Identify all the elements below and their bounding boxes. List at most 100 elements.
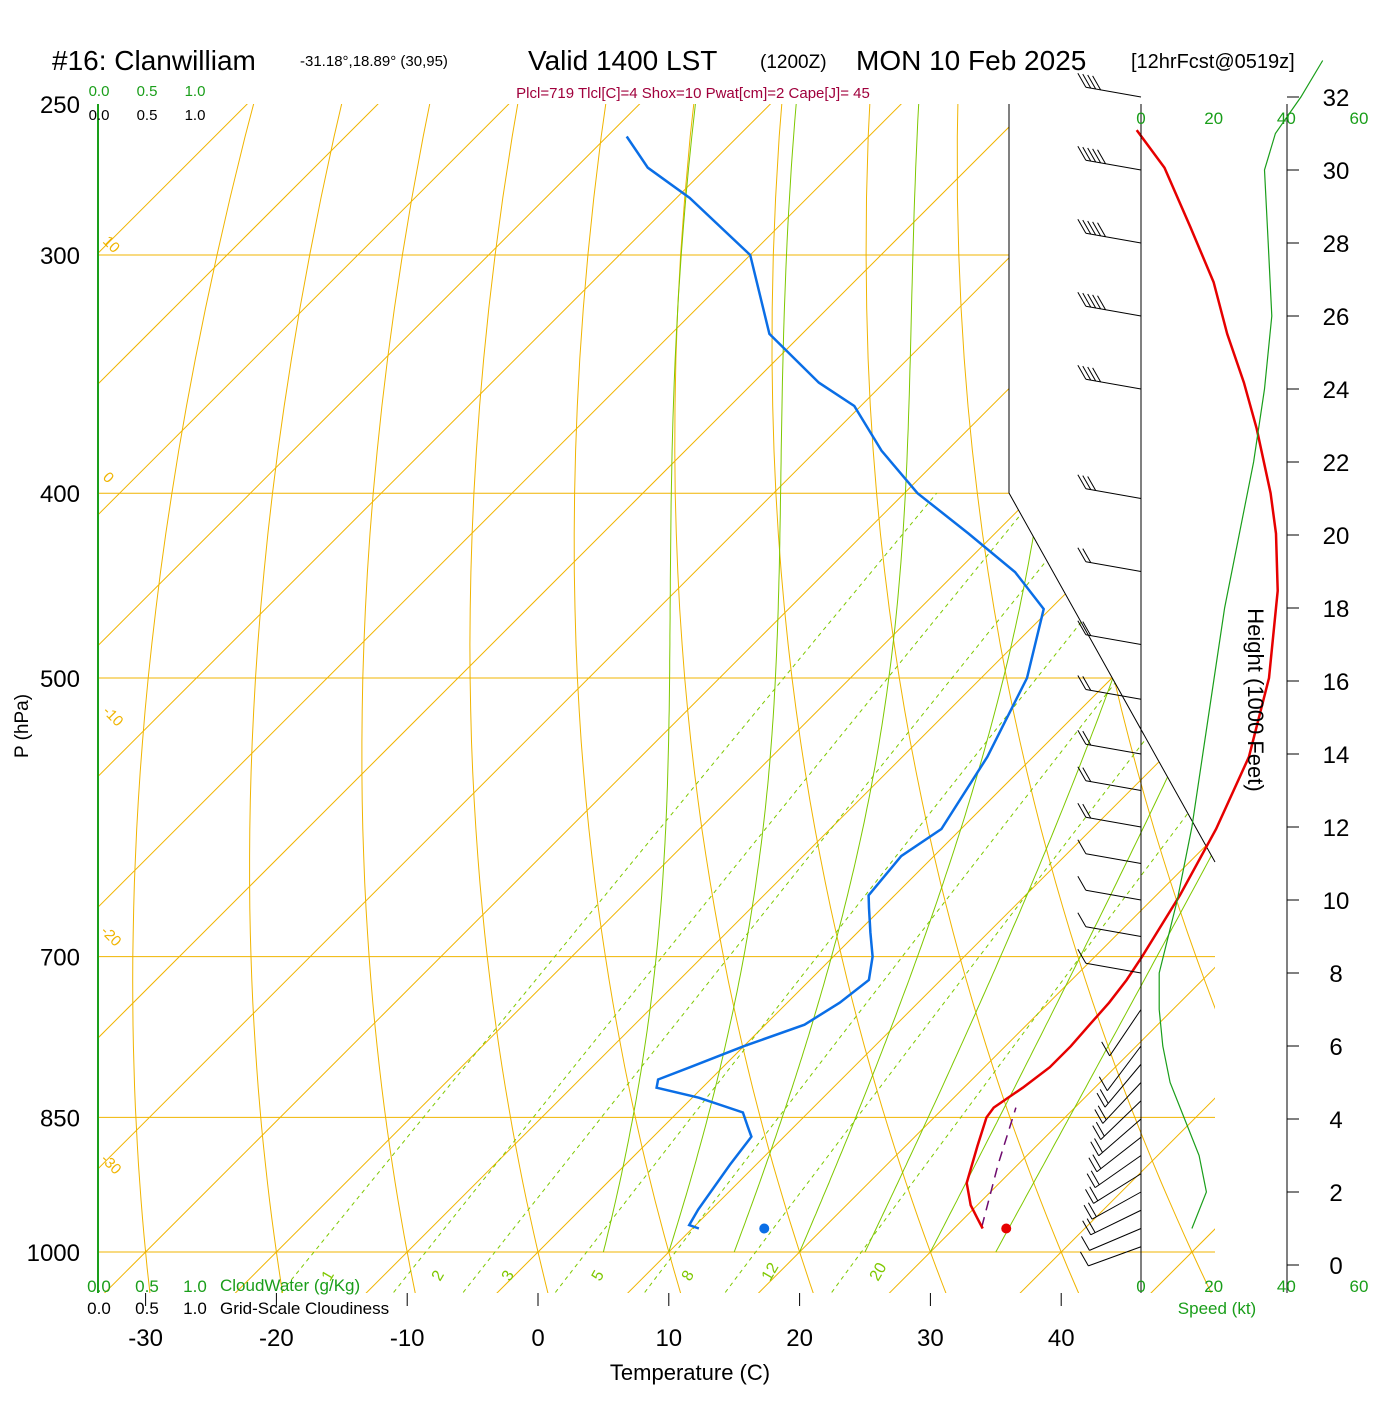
wind-barb — [1099, 1046, 1141, 1091]
wind-barb-staff — [1095, 1156, 1141, 1188]
wind-barb-flag — [1078, 803, 1086, 817]
dry-adiabat-line — [1307, 70, 1400, 1331]
wind-barb-staff — [1097, 1137, 1141, 1171]
mixing-ratio-label: 8 — [679, 1268, 698, 1284]
wind-barb — [1081, 1229, 1141, 1251]
wind-barb-staff — [1088, 1247, 1141, 1266]
pressure-tick-label: 250 — [40, 92, 80, 119]
wind-barb-staff — [1086, 927, 1141, 937]
wind-barb-staff — [1086, 489, 1141, 499]
dry-adiabat-label: 30 — [1170, 764, 1205, 799]
pressure-tick-label: 1000 — [27, 1240, 80, 1267]
cloudiness-axis-title: Grid-Scale Cloudiness — [220, 1299, 389, 1318]
wind-barb-flag — [1088, 75, 1096, 89]
wind-barb-flag — [1098, 150, 1106, 164]
speed-tick-label-bottom: 60 — [1350, 1277, 1369, 1296]
speed-tick-label-bottom: 40 — [1277, 1277, 1296, 1296]
temperature-tick-label: 0 — [531, 1325, 544, 1352]
dry-adiabat-line — [250, 70, 350, 1331]
wind-barb — [1078, 949, 1141, 973]
isotherm-line — [0, 70, 543, 1331]
height-tick-label: 2 — [1329, 1180, 1342, 1207]
cloud-axis-tick-label: 0.5 — [137, 107, 158, 124]
pressure-tick-label: 850 — [40, 1105, 80, 1132]
wind-barb-flag — [1093, 222, 1101, 236]
wind-barb — [1083, 1210, 1141, 1235]
dry-adiabat-label: -20 — [97, 923, 124, 950]
height-tick-label: 24 — [1323, 377, 1350, 404]
height-tick-label: 18 — [1323, 596, 1350, 623]
wind-barb-flag — [1093, 295, 1101, 309]
cloud-axis-tick-label: 0.0 — [87, 1277, 111, 1296]
mixing-ratio-line — [463, 493, 1101, 1292]
isotherm-line — [328, 70, 1400, 1331]
wind-barb-flag — [1078, 219, 1086, 233]
mixing-ratio-label: 12 — [759, 1260, 783, 1284]
wind-barb-staff — [1091, 1210, 1141, 1235]
dry-adiabat-line — [362, 70, 437, 1331]
wind-barb-flag — [1088, 477, 1096, 491]
mixing-ratio-label: 5 — [589, 1268, 608, 1284]
speed-tick-label-top: 0 — [1136, 109, 1145, 128]
wind-barb-flag — [1078, 548, 1086, 562]
isotherm-line — [851, 70, 1400, 1331]
wind-barb-staff — [1086, 562, 1141, 572]
isotherm-line — [982, 70, 1400, 1331]
wind-barb-staff — [1094, 1174, 1141, 1204]
temperature-tick-label: -30 — [128, 1325, 163, 1352]
pressure-tick-label: 500 — [40, 666, 80, 693]
wind-barb-staff — [1101, 1101, 1141, 1140]
wind-barb-staff — [1086, 744, 1141, 754]
wind-barb-flag — [1083, 549, 1091, 563]
wind-barb-flag — [1078, 913, 1086, 927]
dry-adiabat-line — [1394, 70, 1400, 1331]
zulu-time: (1200Z) — [760, 52, 827, 73]
wind-barb-flag — [1083, 476, 1091, 490]
wind-barb-flag — [1078, 876, 1086, 890]
moist-adiabat-line — [669, 70, 799, 1252]
height-tick-label: 28 — [1323, 231, 1350, 258]
parcel-path-line — [982, 1108, 1016, 1227]
wind-barb — [1078, 146, 1141, 170]
height-tick-label: 10 — [1323, 888, 1350, 915]
height-tick-label: 20 — [1323, 523, 1350, 550]
wind-barb-staff — [1086, 635, 1141, 645]
isotherm-line — [67, 70, 1328, 1331]
temperature-tick-label: 10 — [655, 1325, 682, 1352]
cloud-axis-tick-label: 0.5 — [135, 1299, 159, 1318]
cloud-axis-tick-label: 0.0 — [89, 83, 110, 100]
wind-barb-staff — [1086, 690, 1141, 700]
wind-barb-flag — [1088, 367, 1096, 381]
isotherm-line — [0, 70, 1197, 1331]
speed-tick-label-top: 60 — [1350, 109, 1369, 128]
cloud-axis-tick-label: 1.0 — [183, 1299, 207, 1318]
cloud-axis-tick-label: 1.0 — [185, 83, 206, 100]
height-tick-label: 4 — [1329, 1107, 1342, 1134]
station-title: #16: Clanwilliam — [52, 45, 256, 76]
mixing-ratio-label: 3 — [499, 1268, 518, 1284]
wind-barb-flag — [1083, 74, 1091, 88]
cloudwater-axis-title: CloudWater (g/Kg) — [220, 1276, 360, 1295]
dry-adiabat-line — [866, 70, 1095, 1331]
height-tick-label: 32 — [1323, 85, 1350, 112]
dry-adiabat-line — [133, 70, 263, 1331]
dry-adiabat-label: 0 — [1004, 327, 1030, 353]
wind-barb-flag — [1083, 622, 1091, 636]
height-axis-title: Height (1000 Feet) — [1243, 608, 1268, 791]
dry-adiabat-label: 20 — [1100, 644, 1135, 679]
moist-adiabat-line — [800, 70, 1070, 1252]
wind-barb-flag — [1078, 767, 1086, 781]
height-tick-label: 8 — [1329, 961, 1342, 988]
valid-date: MON 10 Feb 2025 — [856, 45, 1086, 76]
wind-barb-staff — [1086, 963, 1141, 973]
height-tick-label: 22 — [1323, 450, 1350, 477]
wind-barb-staff — [1086, 87, 1141, 97]
isotherm-line — [590, 70, 1400, 1331]
wind-barb-flag — [1083, 220, 1091, 234]
wind-barb-flag — [1093, 149, 1101, 163]
wind-barb-flag — [1088, 221, 1096, 235]
wind-barb-flag — [1098, 296, 1106, 310]
wind-barb-flag — [1088, 148, 1096, 162]
